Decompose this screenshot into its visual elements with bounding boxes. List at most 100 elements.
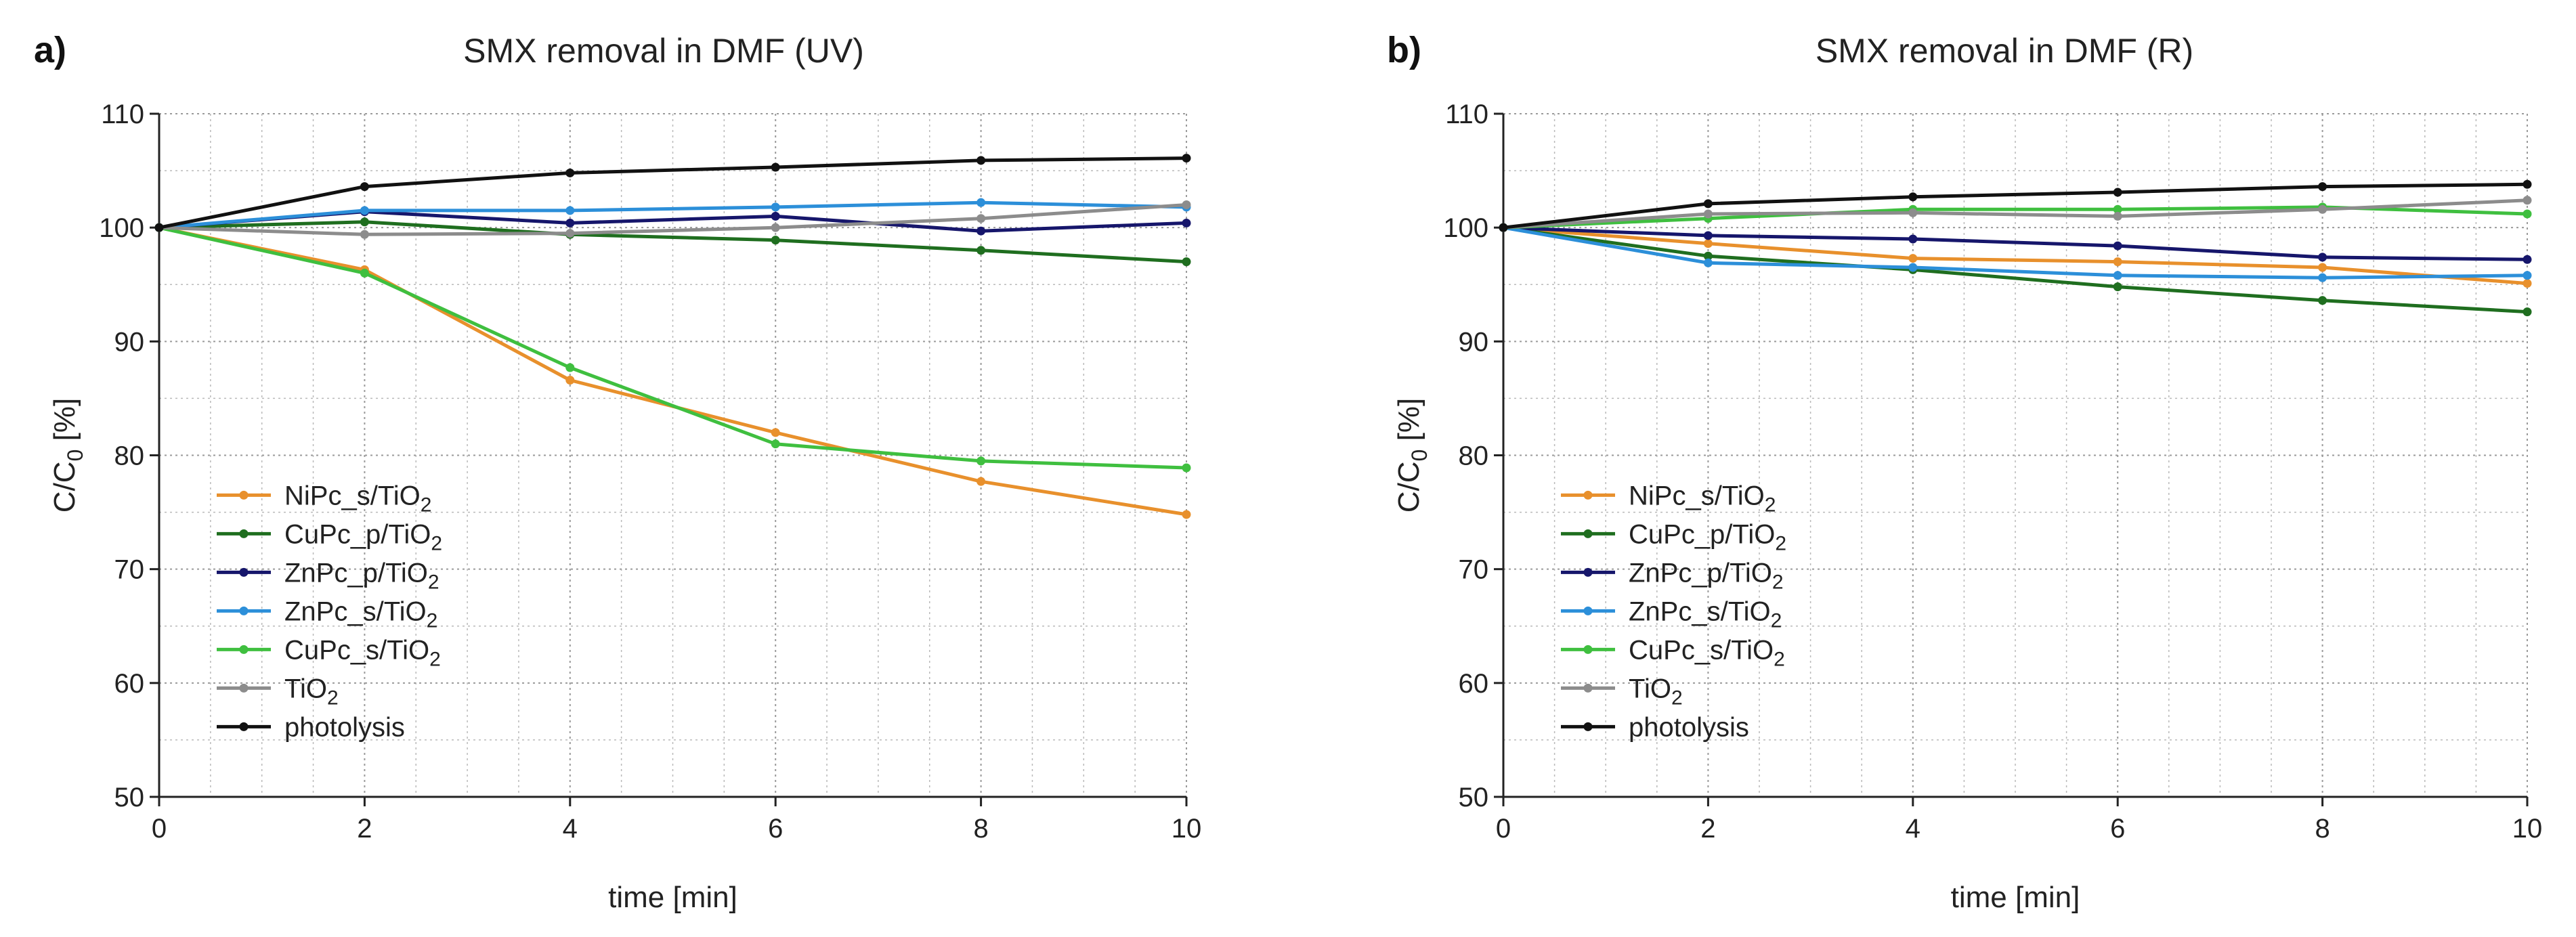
y-tick-label: 110 — [1445, 100, 1488, 129]
x-tick-label: 4 — [563, 814, 578, 844]
legend-entry: CuPc_p/TiO2 — [1629, 519, 1786, 554]
data-point — [2523, 179, 2532, 189]
legend-label-sub: 2 — [429, 648, 441, 670]
legend-label-main: CuPc_s/TiO — [284, 635, 429, 665]
legend-entry: NiPc_s/TiO2 — [284, 481, 431, 516]
legend-marker — [239, 683, 249, 693]
x-tick-label: 8 — [2315, 814, 2330, 844]
series-line-znpc-s-tio2 — [1503, 225, 2528, 280]
x-tick-label: 6 — [768, 814, 783, 844]
legend-entry: ZnPc_s/TiO2 — [1629, 596, 1782, 632]
data-point — [360, 230, 369, 239]
chart-panel-b: b) SMX removal in DMF (R) 0 2 4 6 8 10 50 60 70 80 9… — [1387, 30, 2542, 914]
y-axis-label-unit: [%] — [1392, 398, 1425, 450]
legend-label-sub: 2 — [1775, 532, 1786, 554]
legend-marker — [239, 722, 249, 731]
data-point — [2523, 307, 2532, 317]
legend-entry: photolysis — [284, 712, 405, 742]
data-point — [976, 456, 986, 466]
data-point — [1182, 154, 1191, 163]
data-point — [1908, 192, 1918, 202]
legend-marker — [239, 606, 249, 615]
y-tick-label: 70 — [114, 555, 145, 585]
data-point — [1703, 251, 1713, 261]
data-point — [976, 156, 986, 165]
panel-label: b) — [1387, 30, 1421, 70]
legend-label-sub: 2 — [428, 571, 439, 593]
y-tick-label: 70 — [1459, 555, 1489, 585]
panel-label: a) — [34, 30, 66, 70]
data-point — [771, 211, 780, 221]
y-tick-label: 60 — [114, 669, 145, 699]
y-tick-label: 90 — [114, 327, 145, 357]
grid — [1503, 113, 2528, 797]
legend-marker — [1583, 683, 1593, 693]
data-point — [771, 236, 780, 245]
data-point — [2523, 209, 2532, 219]
data-point — [2113, 257, 2122, 267]
data-point — [1499, 223, 1508, 232]
series-line-znpc-p-tio2 — [1503, 225, 2528, 261]
legend-label-main: CuPc_p/TiO — [1629, 519, 1775, 549]
series-line-photolysis — [1503, 182, 2528, 230]
x-tick-label: 10 — [1172, 814, 1202, 844]
y-axis-label: C/C0 [%] — [1392, 398, 1432, 513]
data-point — [2113, 282, 2122, 292]
legend-label-sub: 2 — [421, 494, 432, 516]
legend: NiPc_s/TiO2CuPc_p/TiO2ZnPc_p/TiO2ZnPc_s/… — [1561, 481, 1786, 742]
data-point — [2113, 204, 2122, 214]
data-point — [360, 268, 369, 278]
data-point — [565, 229, 575, 238]
data-point — [2318, 204, 2327, 214]
data-point — [2523, 279, 2532, 288]
data-point — [1182, 257, 1191, 267]
series-line-nipc-s-tio2 — [1503, 225, 2528, 286]
data-point — [771, 202, 780, 212]
y-axis-label-unit: [%] — [48, 398, 81, 450]
legend-marker — [1583, 567, 1593, 577]
y-tick-label: 60 — [1459, 669, 1489, 699]
legend-entry: ZnPc_p/TiO2 — [1629, 558, 1784, 593]
legend-label-main: CuPc_s/TiO — [1629, 635, 1774, 665]
y-tick-label: 80 — [1459, 441, 1489, 471]
y-tick-label: 80 — [114, 441, 145, 471]
data-point — [1908, 208, 1918, 217]
legend-label-sub: 2 — [431, 532, 442, 554]
data-point — [360, 182, 369, 192]
data-point — [1703, 239, 1713, 248]
data-point — [2113, 271, 2122, 280]
legend-label-main: ZnPc_p/TiO — [284, 558, 428, 588]
series-line-cupc-p-tio2 — [1503, 225, 2528, 314]
data-point — [771, 162, 780, 172]
legend-label-main: CuPc_p/TiO — [284, 519, 431, 549]
data-point — [976, 246, 986, 255]
legend-entry: TiO2 — [1629, 674, 1683, 709]
data-point — [2318, 296, 2327, 305]
series-line-tio2 — [158, 203, 1187, 236]
legend-label-main: TiO — [284, 674, 327, 703]
data-point — [2523, 196, 2532, 205]
data-point — [976, 198, 986, 207]
chart-title: SMX removal in DMF (UV) — [463, 32, 864, 70]
legend-entry: photolysis — [1629, 712, 1749, 742]
data-point — [1908, 263, 1918, 272]
data-point — [2523, 271, 2532, 280]
data-point — [2113, 188, 2122, 197]
data-point — [976, 226, 986, 236]
data-point — [360, 217, 369, 227]
legend-entry: CuPc_s/TiO2 — [284, 635, 441, 670]
legend-entry: CuPc_s/TiO2 — [1629, 635, 1785, 670]
y-axis-label-main: C/C — [1392, 461, 1425, 513]
series-line-cupc-p-tio2 — [158, 220, 1187, 264]
legend-marker — [239, 529, 249, 538]
y-axis-label-sub: 0 — [63, 450, 87, 462]
x-tick-label: 0 — [152, 814, 167, 844]
legend-marker — [239, 567, 249, 577]
legend-marker — [1583, 529, 1593, 538]
legend-marker — [1583, 645, 1593, 654]
y-tick-label: 100 — [1443, 213, 1488, 243]
legend-entry: ZnPc_s/TiO2 — [284, 596, 437, 632]
series-line-tio2 — [1503, 198, 2528, 230]
legend-label-main: TiO — [1629, 674, 1671, 703]
